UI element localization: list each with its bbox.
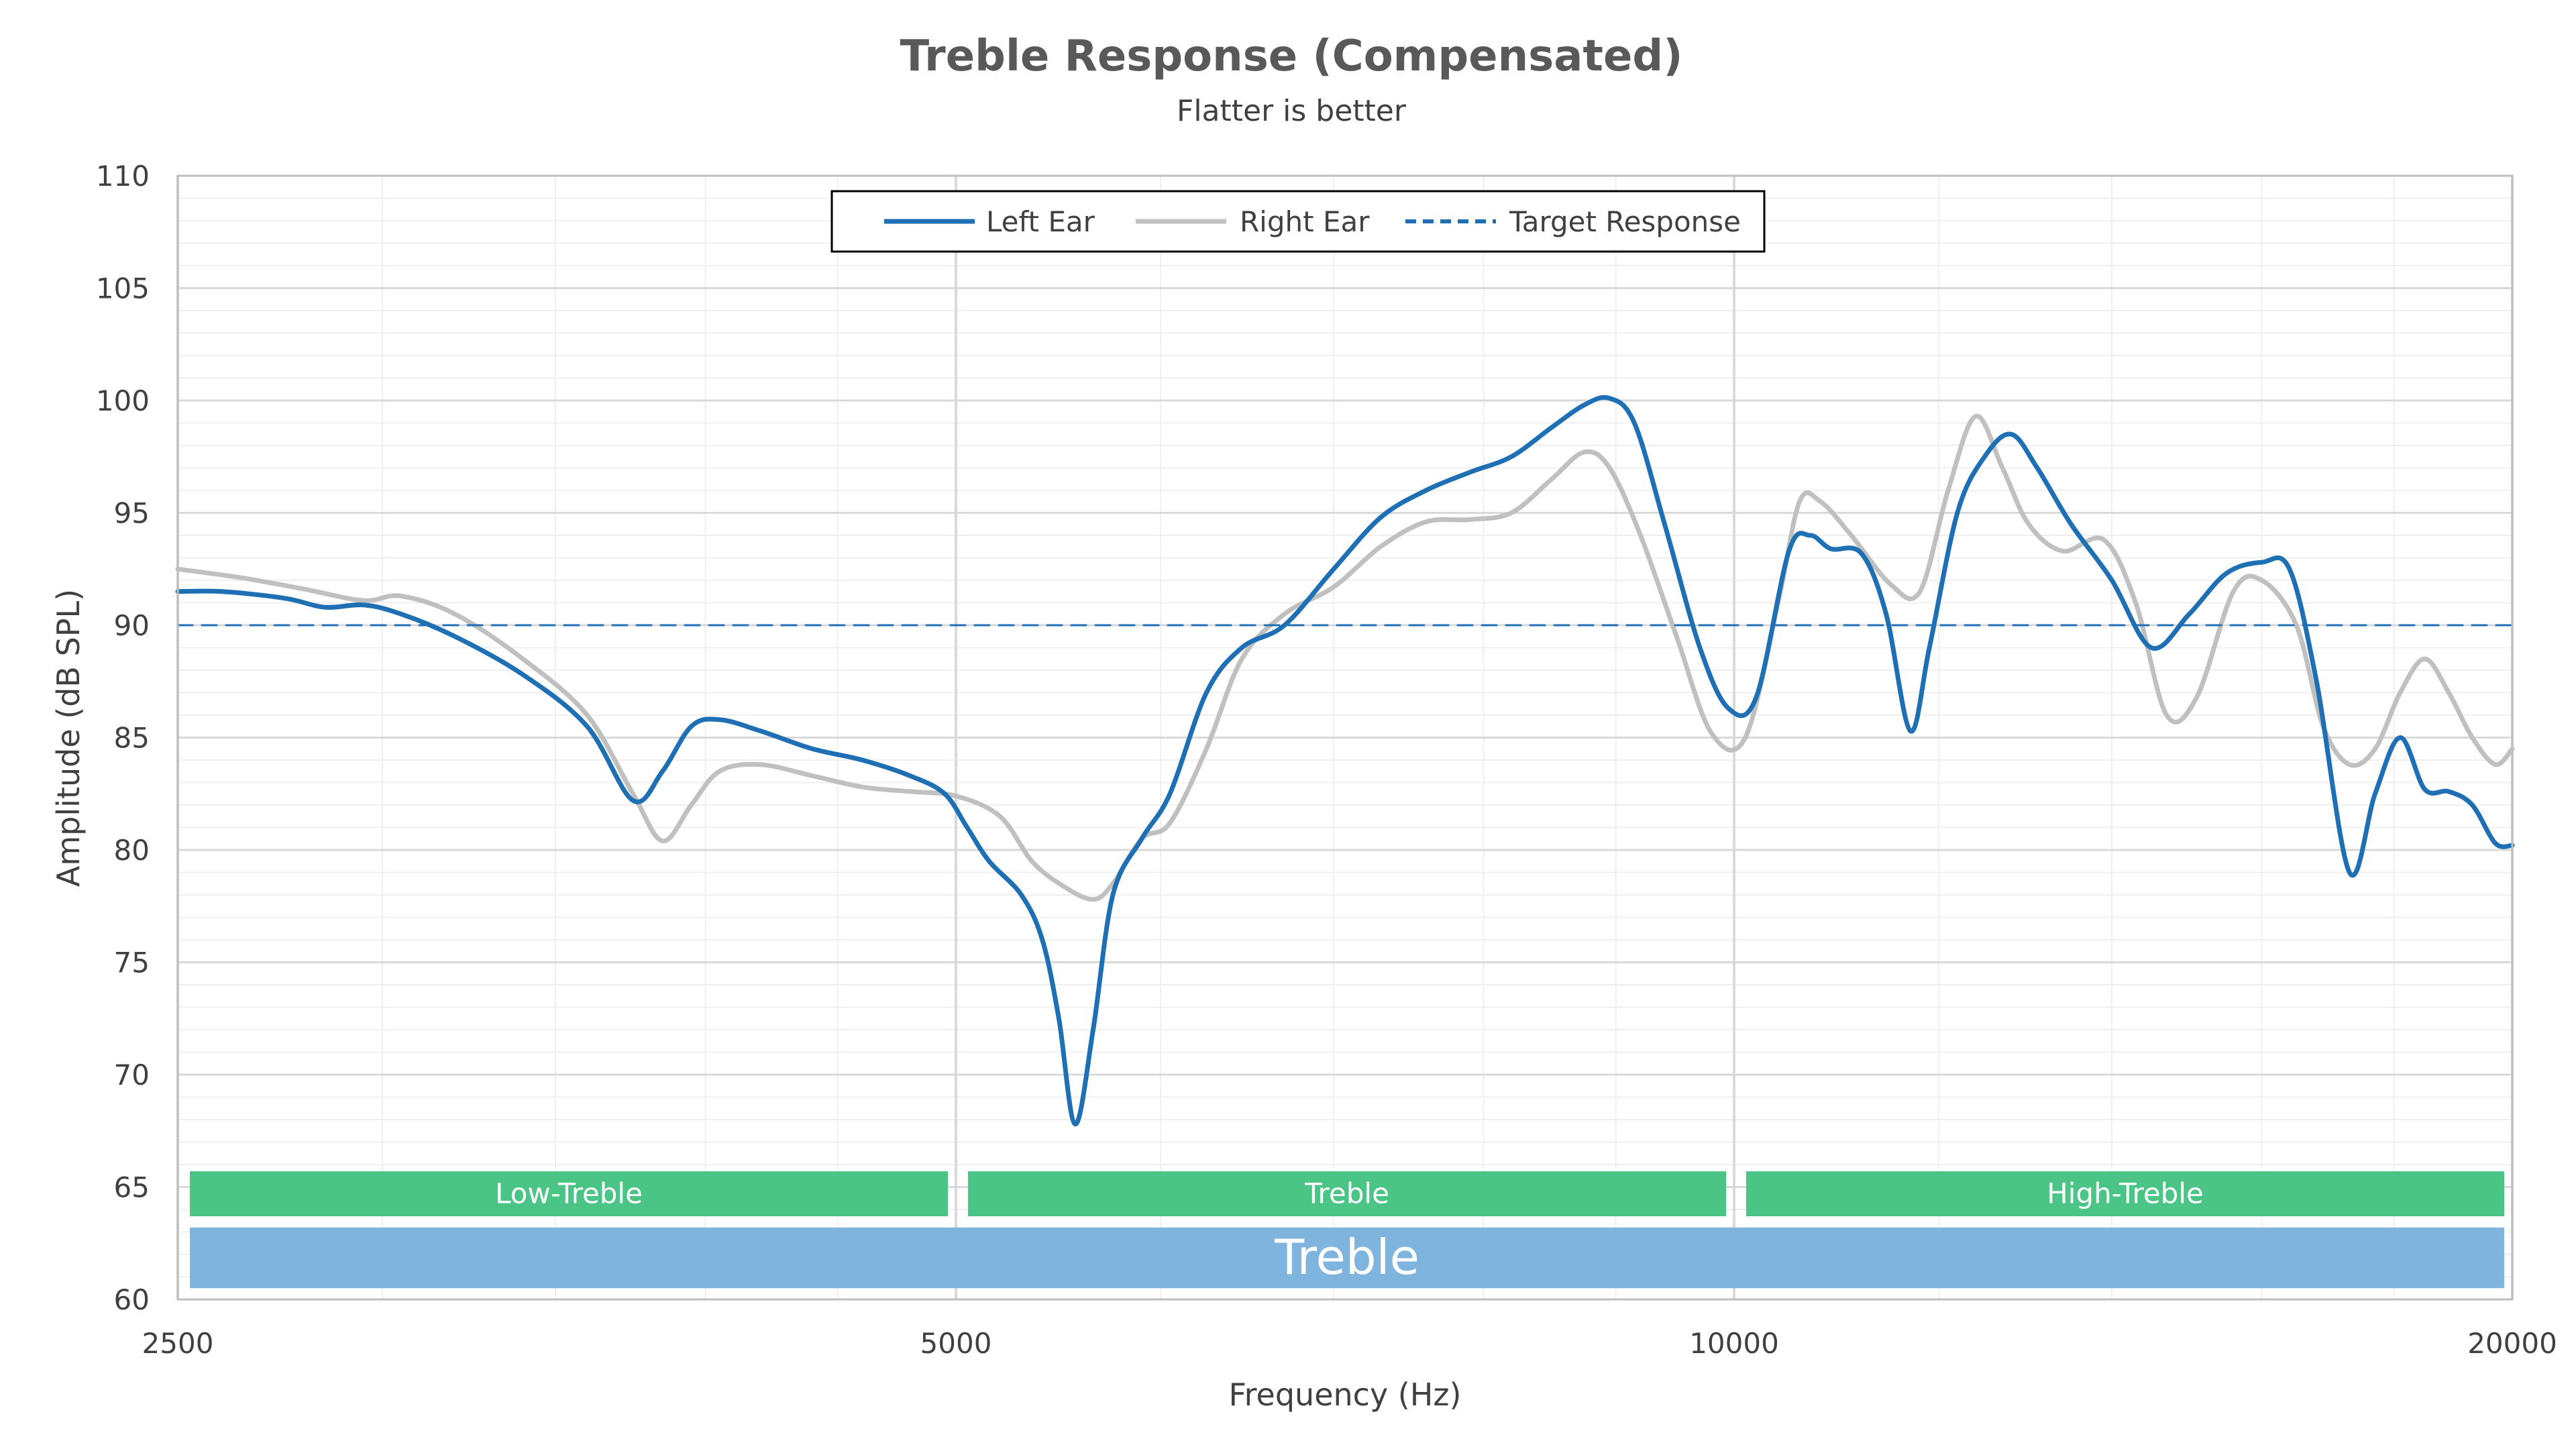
legend-box — [830, 190, 1766, 253]
y-tick-label: 70 — [114, 1059, 150, 1091]
x-axis-label: Frequency (Hz) — [1229, 1377, 1462, 1413]
band-label-1: Treble — [1304, 1177, 1389, 1210]
band-label-2: High-Treble — [2047, 1177, 2204, 1210]
band-label-0: Low-Treble — [495, 1177, 643, 1210]
y-tick-label: 105 — [96, 272, 150, 305]
band-rect-2 — [1746, 1171, 2504, 1217]
y-axis-label: Amplitude (dB SPL) — [50, 589, 87, 887]
legend: Left Ear Right Ear Target Response — [830, 190, 1766, 253]
legend-label-right-ear: Right Ear — [1240, 205, 1370, 238]
band-rect-1 — [968, 1171, 1726, 1217]
y-tick-label: 65 — [114, 1171, 150, 1204]
band-rect-3 — [190, 1227, 2504, 1289]
y-tick-label: 60 — [114, 1283, 150, 1316]
y-tick-label: 110 — [96, 160, 150, 193]
x-tick-label: 5000 — [920, 1327, 992, 1360]
y-tick-label: 80 — [114, 834, 150, 867]
legend-label-target-response: Target Response — [1509, 205, 1741, 238]
y-tick-label: 95 — [114, 497, 150, 530]
chart-subtitle: Flatter is better — [1177, 94, 1407, 128]
chart-title: Treble Response (Compensated) — [900, 32, 1683, 81]
series-line-left-ear — [175, 394, 2515, 1127]
x-axis-ticks: 2500 5000 10000 20000 — [142, 1327, 2557, 1360]
band-rect-0 — [190, 1171, 948, 1217]
legend-label-left-ear: Left Ear — [986, 205, 1095, 238]
plot-area-border — [176, 174, 2514, 1301]
y-tick-label: 100 — [96, 384, 150, 417]
frequency-bands: Low-Treble Treble High-Treble Treble — [190, 1171, 2504, 1289]
y-tick-label: 90 — [114, 609, 150, 642]
y-tick-label: 85 — [114, 722, 150, 755]
y-tick-label: 75 — [114, 947, 150, 979]
x-tick-label: 2500 — [142, 1327, 214, 1360]
x-tick-label: 10000 — [1689, 1327, 1779, 1360]
series-line-right-ear — [175, 413, 2515, 902]
x-tick-label: 20000 — [2467, 1327, 2557, 1360]
band-label-3: Treble — [1274, 1229, 1419, 1285]
series-lines — [175, 394, 2515, 1127]
y-axis-ticks: 60 65 70 75 80 85 90 95 100 105 110 — [96, 160, 150, 1316]
